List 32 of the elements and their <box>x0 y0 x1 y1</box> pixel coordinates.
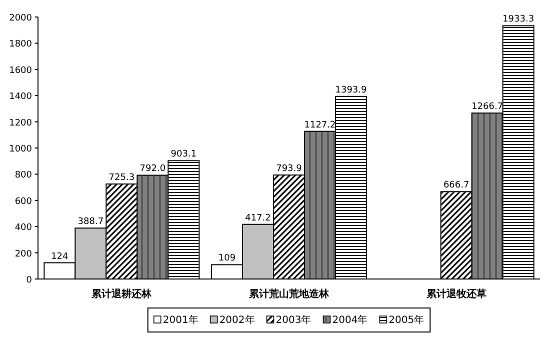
y-tick-label: 600 <box>14 196 32 207</box>
x-tick-label: 累计退牧还草 <box>425 288 486 300</box>
data-label: 666.7 <box>443 180 470 191</box>
y-tick-label: 1400 <box>9 92 32 102</box>
data-label: 388.7 <box>78 217 104 228</box>
data-label: 1266.7 <box>472 102 504 112</box>
data-label: 124 <box>51 252 69 262</box>
data-label: 1933.3 <box>502 14 534 25</box>
y-tick-label: 1800 <box>9 40 32 50</box>
y-tick-label: 0 <box>26 276 32 286</box>
data-label: 792.0 <box>140 164 166 174</box>
y-tick-label: 1200 <box>9 118 32 128</box>
legend-label: 2005年 <box>388 314 424 326</box>
x-tick-label: 累计荒山荒地造林 <box>248 288 330 300</box>
data-label: 417.2 <box>245 213 271 224</box>
data-label: 109 <box>218 254 236 264</box>
x-tick-label: 累计退耕还林 <box>90 288 153 300</box>
y-tick-label: 400 <box>14 223 32 234</box>
y-tick-label: 1000 <box>9 144 32 154</box>
legend-label: 2004年 <box>332 314 368 326</box>
data-label: 903.1 <box>170 150 197 160</box>
legend-label: 2003年 <box>276 314 312 326</box>
y-tick-label: 2000 <box>9 14 32 24</box>
data-label: 725.3 <box>108 172 135 183</box>
data-label: 1393.9 <box>335 85 368 96</box>
data-label: 793.9 <box>276 164 302 174</box>
legend-label: 2002年 <box>219 314 255 326</box>
y-tick-label: 1600 <box>9 66 32 76</box>
legend-label: 2001年 <box>162 314 198 326</box>
y-tick-label: 800 <box>14 170 32 181</box>
y-tick-label: 200 <box>14 249 32 260</box>
data-label: 1127.2 <box>304 120 336 130</box>
